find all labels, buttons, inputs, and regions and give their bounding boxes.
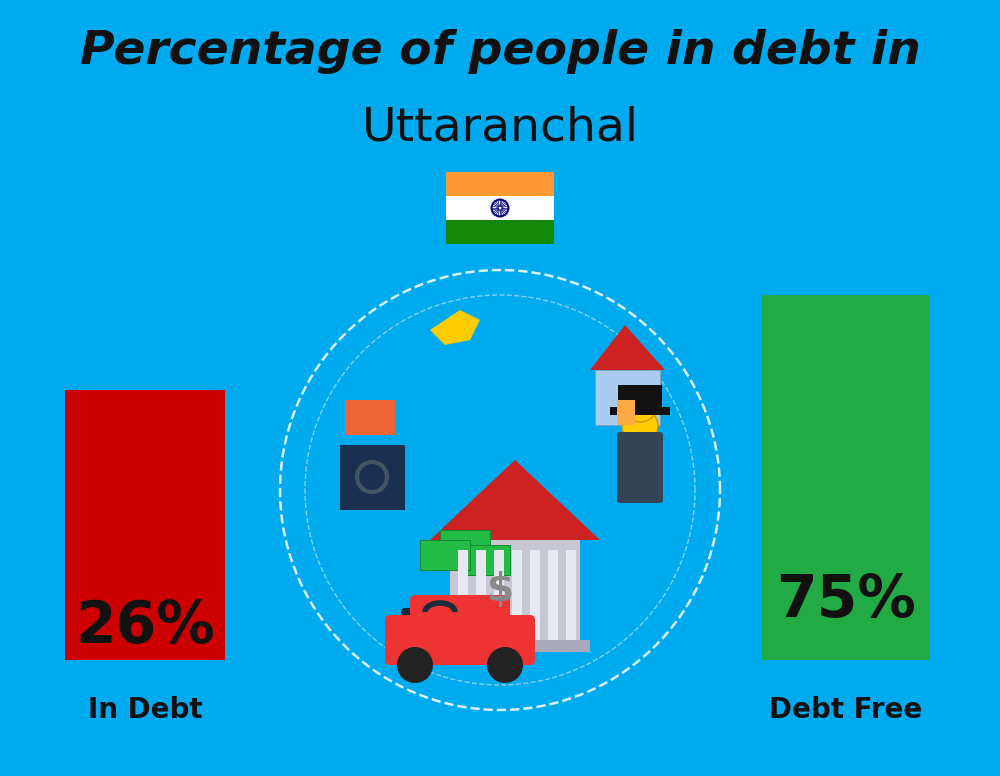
Bar [446,220,554,244]
Bar [450,540,580,640]
Bar [446,172,554,196]
Text: 75%: 75% [776,571,916,629]
Bar [762,295,930,660]
Bar [476,550,486,640]
Bar [548,550,558,640]
FancyBboxPatch shape [410,595,510,635]
Bar [458,550,468,640]
Circle shape [397,647,433,683]
Bar [512,550,522,640]
Text: In Debt: In Debt [88,696,202,724]
Circle shape [622,452,658,488]
Text: 26%: 26% [75,598,215,656]
FancyBboxPatch shape [440,530,490,560]
Bar [494,550,504,640]
Bar [595,370,660,425]
Text: $: $ [486,571,514,609]
Bar [610,407,670,415]
Bar [345,400,395,435]
Bar [566,550,576,640]
Bar [446,196,554,220]
Text: Debt Free: Debt Free [769,696,923,724]
Polygon shape [430,310,480,345]
Text: Percentage of people in debt in: Percentage of people in debt in [80,29,920,74]
FancyBboxPatch shape [385,615,535,665]
Text: Uttaranchal: Uttaranchal [362,106,639,151]
FancyBboxPatch shape [401,608,479,664]
Polygon shape [430,460,600,540]
Bar [530,550,540,640]
Bar [340,445,405,510]
FancyBboxPatch shape [460,545,510,575]
Bar [440,640,590,652]
FancyBboxPatch shape [420,540,470,570]
FancyBboxPatch shape [617,432,663,503]
Circle shape [487,647,523,683]
Circle shape [622,408,658,444]
Polygon shape [618,385,662,407]
Polygon shape [590,325,665,370]
Circle shape [622,430,658,466]
Circle shape [622,386,658,422]
Bar [617,400,635,425]
Bar [65,390,225,660]
